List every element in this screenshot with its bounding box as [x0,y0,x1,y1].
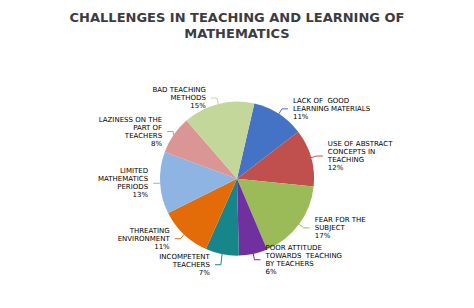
svg-text:LIMITED: LIMITED [120,167,148,175]
svg-text:LACK OF GOOD: LACK OF GOOD [293,97,349,105]
svg-text:BAD TEACHING: BAD TEACHING [152,86,205,94]
svg-text:ENVIRONMENT: ENVIRONMENT [118,235,171,243]
svg-text:USE OF ABSTRACT: USE OF ABSTRACT [328,140,393,148]
svg-text:8%: 8% [151,140,162,148]
svg-text:TEACHERS: TEACHERS [172,261,211,269]
svg-text:PART OF: PART OF [133,124,162,132]
svg-text:METHODS: METHODS [171,94,207,102]
svg-text:BY TEACHERS: BY TEACHERS [266,260,315,268]
svg-text:CHALLENGES IN TEACHING AND LEA: CHALLENGES IN TEACHING AND LEARNING OF [70,10,405,25]
svg-text:11%: 11% [154,243,170,251]
svg-text:TEACHERS: TEACHERS [124,132,163,140]
svg-text:MATHEMATICS: MATHEMATICS [98,175,149,183]
svg-text:POOR ATTITUDE: POOR ATTITUDE [266,244,322,252]
svg-text:PERIODS: PERIODS [117,183,148,191]
svg-text:13%: 13% [133,191,149,199]
svg-text:17%: 17% [315,232,331,240]
svg-text:12%: 12% [328,164,344,172]
svg-text:11%: 11% [293,113,309,121]
svg-text:15%: 15% [190,102,206,110]
svg-text:FEAR FOR THE: FEAR FOR THE [315,216,366,224]
svg-text:CONCEPTS IN: CONCEPTS IN [328,148,375,156]
svg-text:LAZINESS ON THE: LAZINESS ON THE [99,116,162,124]
svg-text:SUBJECT: SUBJECT [315,224,346,232]
svg-text:6%: 6% [266,268,277,276]
svg-text:LEARNING MATERIALS: LEARNING MATERIALS [293,105,371,113]
svg-text:7%: 7% [199,269,210,277]
svg-text:MATHEMATICS: MATHEMATICS [184,26,289,41]
svg-text:THREATING: THREATING [129,227,170,235]
svg-text:TOWARDS TEACHING: TOWARDS TEACHING [265,252,343,260]
svg-text:INCOMPETENT: INCOMPETENT [159,253,210,261]
svg-text:TEACHING: TEACHING [327,156,364,164]
